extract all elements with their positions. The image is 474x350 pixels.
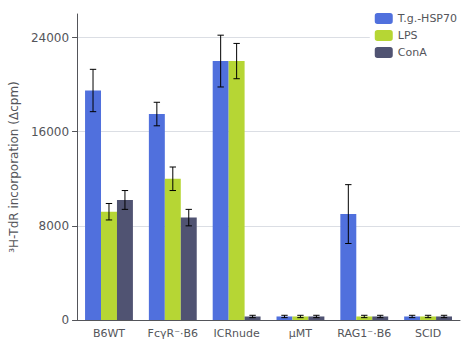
svg-text:8000: 8000 [39, 219, 70, 233]
svg-text:0: 0 [61, 313, 69, 327]
svg-text:ConA: ConA [398, 46, 427, 59]
svg-text:B6WT: B6WT [93, 327, 125, 340]
svg-text:24000: 24000 [31, 31, 69, 45]
svg-text:LPS: LPS [398, 29, 418, 42]
svg-text:RAG1⁻·B6: RAG1⁻·B6 [337, 327, 391, 340]
svg-text:FcγR⁻·B6: FcγR⁻·B6 [148, 327, 198, 340]
svg-text:T.g.-HSP70: T.g.-HSP70 [397, 12, 457, 25]
svg-text:³H-TdR incorporation (Δcpm): ³H-TdR incorporation (Δcpm) [7, 81, 21, 253]
svg-text:SCID: SCID [415, 327, 441, 340]
svg-text:μMT: μMT [289, 327, 312, 340]
svg-text:16000: 16000 [31, 125, 69, 139]
svg-text:ICRnude: ICRnude [213, 327, 259, 340]
